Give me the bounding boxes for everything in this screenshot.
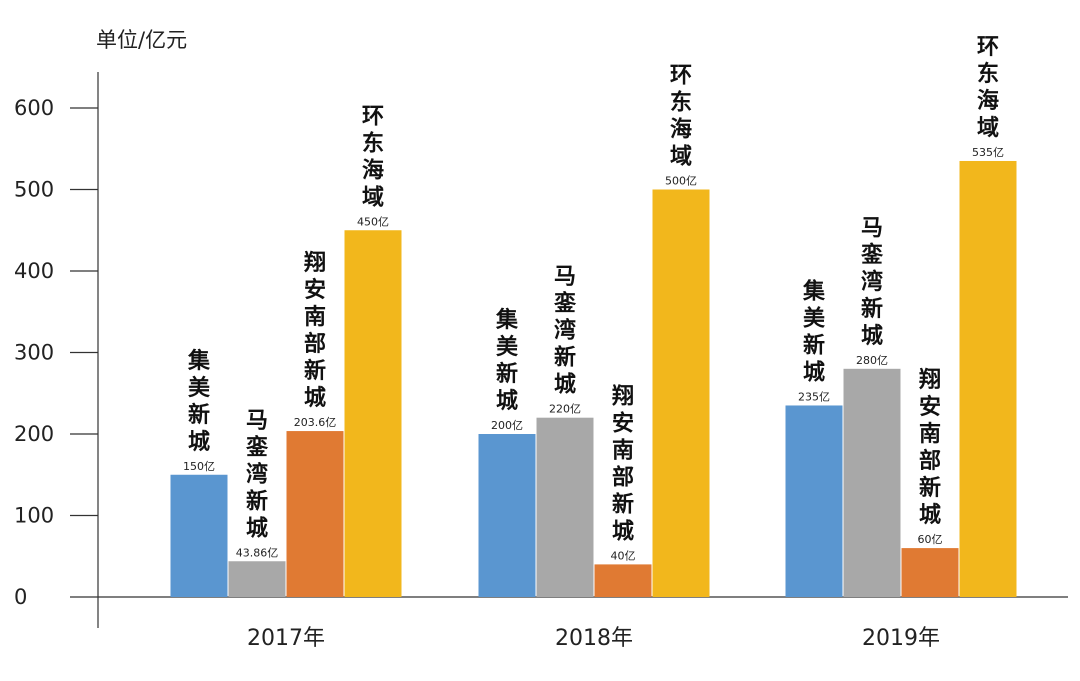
data-label: 60亿 [918,533,943,546]
y-tick-label: 300 [14,341,54,365]
series-name-label: 集美新城 [802,278,826,385]
data-label: 43.86亿 [236,546,279,559]
bar [594,564,652,597]
bar [959,160,1017,597]
bars: 150亿 集美新城 43.86亿 马銮湾新城 203.6亿 翔安南部新城 450亿 环东海域 2… [170,35,1017,597]
series-name-label: 翔安南部新城 [611,383,634,544]
data-label: 280亿 [856,354,888,367]
bar [901,548,959,597]
bar [652,189,710,597]
y-tick-label: 200 [14,422,54,446]
y-axis-label: 单位/亿元 [96,28,187,52]
series-name-label: 环东海域 [977,35,999,141]
bar [228,561,286,597]
x-category-label: 2017年 [247,626,325,651]
bar [785,405,843,597]
x-category-label: 2018年 [555,626,633,651]
bar [536,417,594,597]
series-name-label: 马銮湾新城 [860,216,884,349]
y-tick-label: 0 [14,585,27,609]
series-name-label: 环东海域 [362,104,384,210]
data-label: 535亿 [972,146,1004,159]
series-name-label: 马銮湾新城 [245,408,269,541]
data-label: 203.6亿 [294,416,337,429]
y-tick-label: 600 [14,96,54,120]
y-tick-label: 100 [14,504,54,528]
bar [478,434,536,597]
series-name-label: 集美新城 [495,307,519,414]
bar [170,474,228,597]
bar [843,368,901,597]
data-label: 220亿 [549,403,581,416]
series-name-label: 马銮湾新城 [553,265,577,398]
series-name-label: 环东海域 [670,64,692,170]
series-name-label: 翔安南部新城 [918,367,941,528]
y-tick-label: 400 [14,259,54,283]
bar [286,431,344,597]
data-label: 450亿 [357,215,389,228]
data-label: 200亿 [491,419,523,432]
data-label: 500亿 [665,175,697,188]
x-category-label: 2019年 [862,626,940,651]
data-label: 150亿 [183,460,215,473]
axes: 0 100 200 300 400 500 600 2017年 2018年 2019年 [14,72,1068,651]
series-name-label: 翔安南部新城 [303,250,326,411]
data-label: 40亿 [611,549,636,562]
data-label: 235亿 [798,390,830,403]
bar [344,230,402,597]
series-name-label: 集美新城 [187,348,211,455]
y-tick-label: 500 [14,178,54,202]
